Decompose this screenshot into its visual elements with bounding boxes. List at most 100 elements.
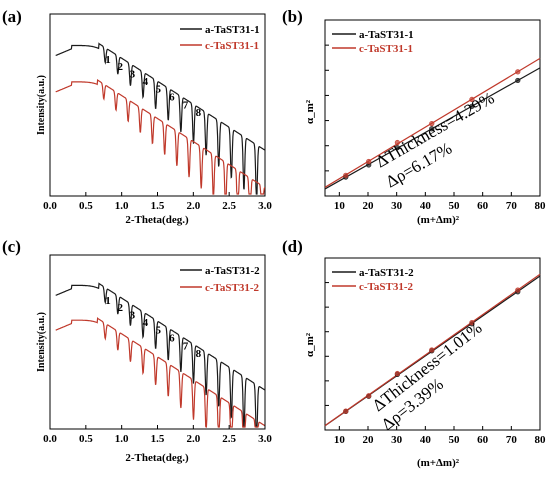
x-tick-label: 10 bbox=[334, 200, 346, 212]
y-axis-label: α_m² bbox=[304, 99, 316, 124]
data-point bbox=[394, 139, 400, 146]
data-points bbox=[343, 69, 521, 180]
y-ticks bbox=[325, 44, 329, 172]
y-axis-label: Intensity(a.u.) bbox=[36, 75, 47, 135]
legend: a-TaST31-1 c-TaST31-1 bbox=[332, 29, 414, 55]
peak-label: 5 bbox=[155, 83, 161, 95]
x-ticks: 10 20 30 40 50 60 70 80 bbox=[334, 426, 546, 446]
x-tick-label: 70 bbox=[506, 200, 518, 212]
data-point bbox=[469, 96, 475, 103]
data-point bbox=[469, 103, 475, 109]
x-tick-label: 50 bbox=[449, 434, 461, 446]
data-point bbox=[394, 145, 400, 151]
data-point bbox=[343, 172, 349, 178]
peak-label: 3 bbox=[130, 309, 136, 321]
panel-label-a: (a) bbox=[2, 7, 22, 26]
x-axis-label: (m+Δm)² bbox=[417, 457, 460, 469]
panel-label-c: (c) bbox=[2, 237, 21, 256]
legend-label-a: a-TaST31-1 bbox=[205, 24, 260, 36]
peak-label: 2 bbox=[117, 61, 123, 73]
peak-label: 6 bbox=[169, 332, 175, 344]
x-tick-label: 40 bbox=[420, 200, 432, 212]
peak-label: 6 bbox=[169, 91, 175, 103]
x-ticks: 0.0 0.5 1.0 1.5 2.0 2.5 3.0 bbox=[43, 425, 272, 445]
peak-label: 3 bbox=[130, 68, 136, 80]
legend: a-TaST31-2 c-TaST31-2 bbox=[180, 265, 260, 294]
x-axis-label: (m+Δm)² bbox=[417, 214, 460, 226]
legend-label-a: a-TaST31-1 bbox=[359, 29, 414, 41]
x-tick-label: 2.5 bbox=[222, 433, 236, 445]
x-tick-label: 0.5 bbox=[79, 200, 93, 212]
peak-label: 8 bbox=[196, 107, 202, 119]
data-point bbox=[469, 320, 475, 326]
curves bbox=[55, 42, 266, 195]
peak-label: 4 bbox=[143, 317, 149, 329]
data-point bbox=[394, 370, 400, 377]
data-point bbox=[515, 287, 521, 293]
plot-frame bbox=[324, 257, 541, 431]
peak-label: 5 bbox=[155, 324, 161, 336]
x-axis-label: 2-Theta(deg.) bbox=[125, 214, 189, 226]
peak-label: 7 bbox=[183, 99, 189, 111]
x-tick-label: 1.0 bbox=[115, 200, 129, 212]
peak-label: 2 bbox=[117, 302, 123, 314]
x-tick-label: 40 bbox=[420, 434, 432, 446]
peak-label: 7 bbox=[183, 340, 189, 352]
x-tick-label: 20 bbox=[363, 200, 375, 212]
y-axis-label: α_m² bbox=[304, 332, 316, 357]
x-ticks: 0.0 0.5 1.0 1.5 2.0 2.5 3.0 bbox=[43, 192, 272, 212]
x-tick-label: 20 bbox=[363, 434, 375, 446]
legend: a-TaST31-2 c-TaST31-2 bbox=[332, 267, 414, 293]
data-point bbox=[429, 126, 435, 132]
x-tick-label: 0.5 bbox=[79, 433, 93, 445]
data-point bbox=[515, 69, 521, 75]
legend-label-c: c-TaST31-2 bbox=[359, 281, 413, 293]
peak-label: 4 bbox=[143, 76, 149, 88]
x-tick-label: 3.0 bbox=[258, 200, 272, 212]
data-point bbox=[366, 393, 372, 399]
y-ticks bbox=[325, 282, 329, 406]
series-curve-a-TaST31-1 bbox=[55, 42, 266, 195]
x-tick-label: 1.5 bbox=[151, 200, 165, 212]
x-tick-label: 0.0 bbox=[43, 200, 57, 212]
data-points bbox=[343, 287, 521, 415]
peak-label: 1 bbox=[105, 54, 111, 66]
series-curve-c-TaST31-2 bbox=[55, 316, 266, 428]
x-tick-label: 1.5 bbox=[151, 433, 165, 445]
x-tick-label: 0.0 bbox=[43, 433, 57, 445]
x-tick-label: 2.0 bbox=[186, 200, 200, 212]
data-point bbox=[343, 408, 349, 414]
data-point bbox=[366, 158, 372, 165]
x-axis-label: 2-Theta(deg.) bbox=[125, 452, 189, 464]
x-tick-label: 50 bbox=[449, 200, 461, 212]
curves bbox=[55, 282, 266, 428]
x-tick-label: 60 bbox=[477, 200, 489, 212]
data-point bbox=[429, 347, 435, 353]
x-tick-label: 60 bbox=[477, 434, 489, 446]
peak-label: 1 bbox=[105, 295, 111, 307]
panel-b-fit-chart: 10 20 30 40 50 60 70 80 a-TaST31-1 c-TaST31-1 Δ… bbox=[304, 19, 547, 226]
legend-label-a: a-TaST31-2 bbox=[359, 267, 414, 279]
legend: a-TaST31-1 c-TaST31-1 bbox=[180, 24, 260, 52]
legend-label-c: c-TaST31-1 bbox=[359, 43, 413, 55]
x-tick-label: 2.0 bbox=[186, 433, 200, 445]
x-tick-label: 3.0 bbox=[258, 433, 272, 445]
plot-frame bbox=[324, 19, 541, 197]
x-tick-label: 2.5 bbox=[222, 200, 236, 212]
y-axis-label: Intensity(a.u.) bbox=[36, 312, 47, 372]
data-point bbox=[429, 120, 435, 127]
panel-d-fit-chart: 10 20 30 40 50 60 70 80 a-TaST31-2 c-TaST31-2 Δ… bbox=[304, 257, 546, 469]
legend-label-c: c-TaST31-2 bbox=[205, 282, 259, 294]
x-tick-label: 80 bbox=[535, 434, 547, 446]
x-tick-label: 80 bbox=[535, 200, 547, 212]
x-tick-label: 30 bbox=[391, 434, 403, 446]
data-point bbox=[515, 77, 521, 84]
series-curve-a-TaST31-2 bbox=[55, 282, 266, 428]
x-tick-label: 30 bbox=[391, 200, 403, 212]
